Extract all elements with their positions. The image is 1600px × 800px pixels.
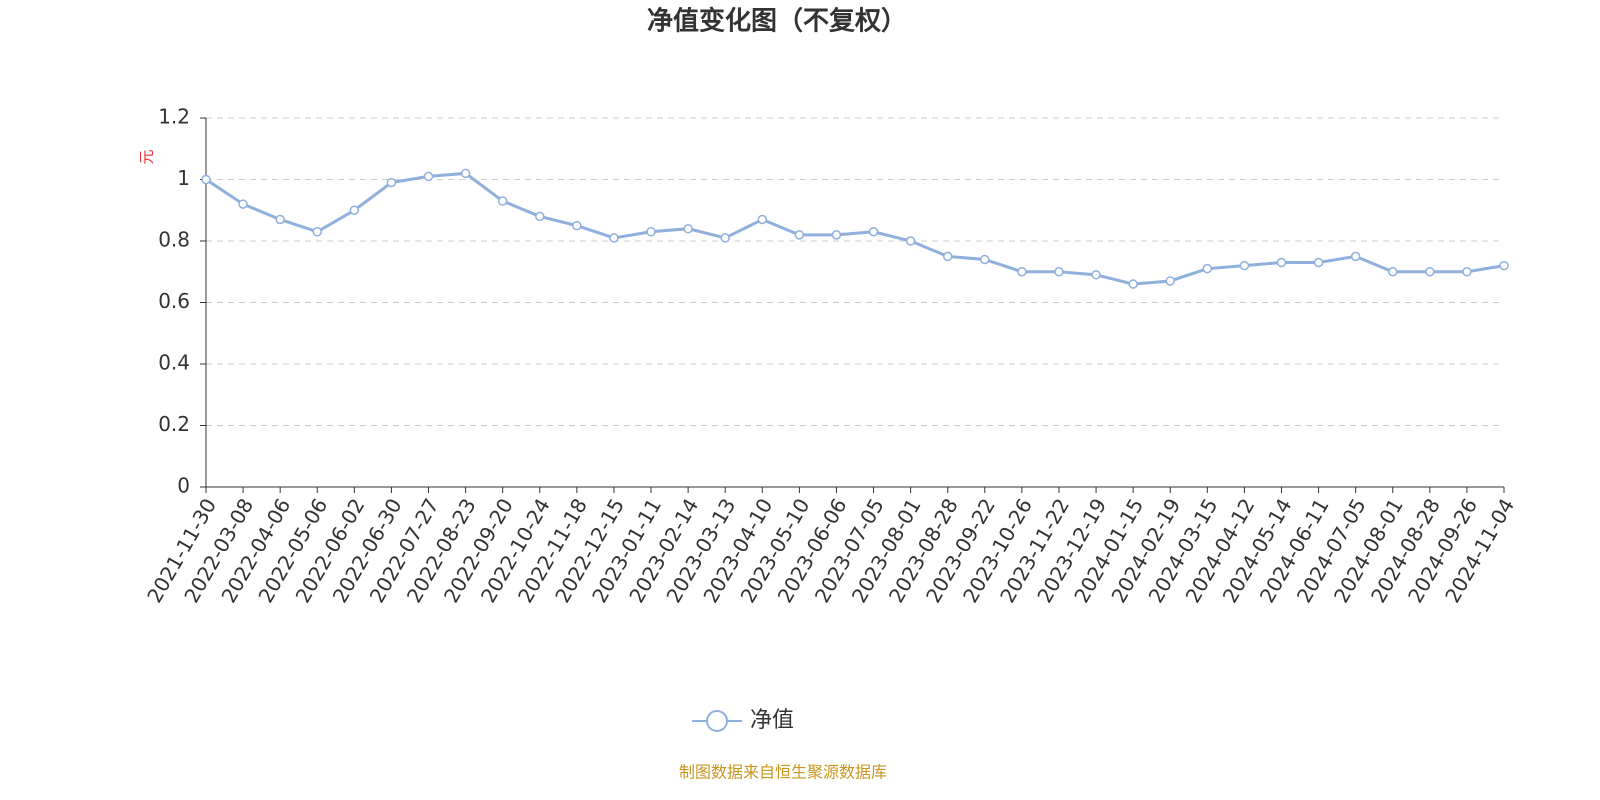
point-marker (1054, 267, 1064, 277)
point-marker (1091, 270, 1101, 280)
point-marker (535, 211, 545, 222)
point-marker (423, 171, 434, 182)
point-marker (1425, 267, 1435, 277)
point-marker (349, 205, 360, 215)
point-marker (312, 227, 323, 237)
point-marker (1165, 276, 1175, 286)
point-marker (1462, 267, 1472, 277)
y-tick-label: 0.6 (158, 289, 190, 313)
point-marker (1499, 260, 1509, 271)
point-marker (868, 227, 879, 237)
point-marker (1350, 251, 1361, 262)
y-tick-label: 0.8 (158, 228, 190, 252)
y-tick-label: 0.4 (158, 351, 190, 375)
point-marker (1017, 267, 1027, 277)
point-marker (683, 223, 693, 234)
point-marker (1313, 257, 1324, 268)
point-marker (386, 177, 397, 188)
y-tick-label: 1.2 (158, 105, 190, 129)
y-tick-label: 0.2 (158, 412, 190, 436)
legend-marker (706, 710, 728, 732)
point-marker (905, 236, 916, 246)
point-marker (275, 214, 285, 225)
point-marker (794, 230, 805, 240)
point-marker (757, 214, 768, 225)
point-marker (1128, 279, 1138, 289)
point-marker (460, 168, 471, 179)
y-tick-label: 1 (177, 166, 190, 190)
point-marker (1387, 267, 1398, 277)
y-tick-label: 0 (177, 474, 190, 498)
point-marker (1276, 257, 1287, 268)
point-marker (980, 254, 990, 265)
point-marker (942, 251, 953, 262)
point-marker (646, 227, 656, 237)
source-note: 制图数据来自恒生聚源数据库 (679, 763, 887, 782)
point-marker (831, 230, 842, 240)
point-marker (1202, 263, 1213, 274)
legend-label: 净值 (750, 708, 794, 733)
point-marker (1239, 260, 1250, 271)
series-line (205, 171, 1505, 286)
point-marker (238, 199, 248, 209)
point-marker (609, 233, 619, 243)
point-marker (497, 196, 508, 206)
chart-title: 净值变化图（不复权） (647, 6, 907, 37)
point-marker (201, 174, 211, 185)
point-marker (572, 220, 582, 231)
point-marker (720, 233, 730, 243)
y-axis-label: 元 (138, 149, 156, 164)
